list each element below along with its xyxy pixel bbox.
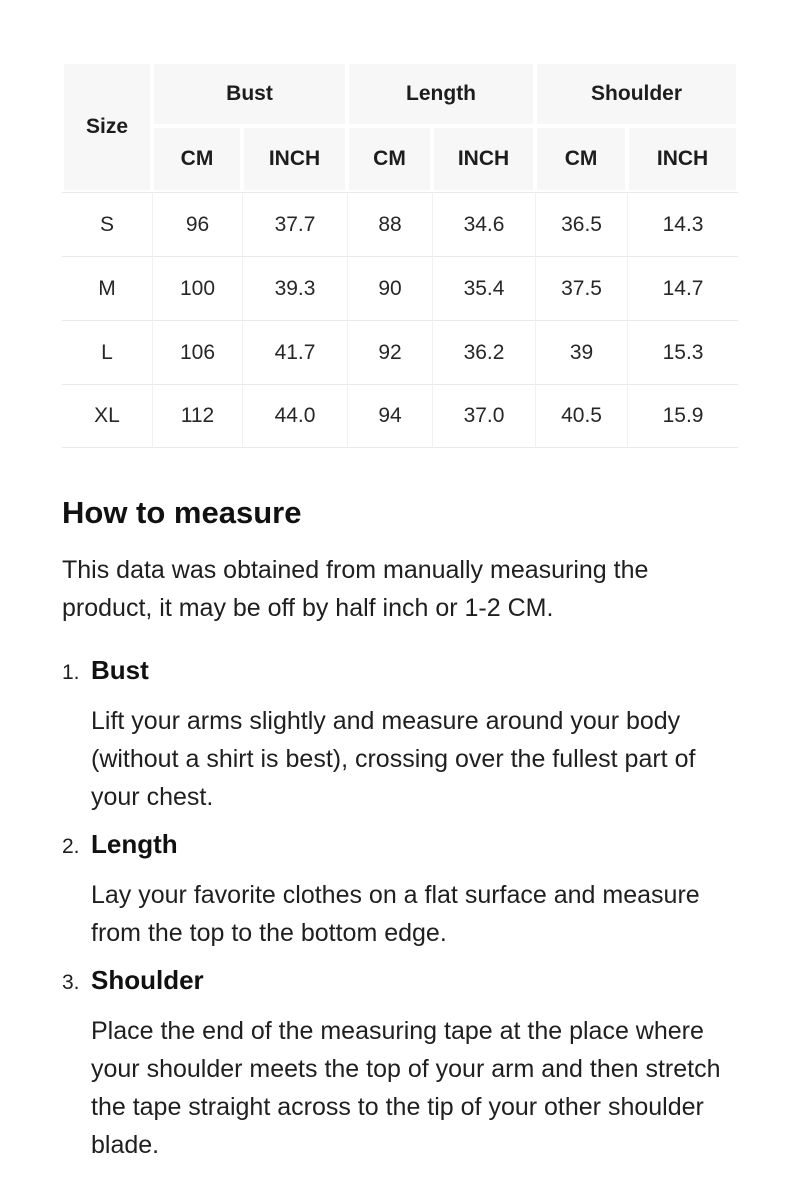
bust-cm-header: CM [152,126,242,192]
step-heading: 3. Shoulder [62,964,738,1001]
value-cell: 15.3 [627,320,739,384]
value-cell: 100 [152,256,242,320]
measure-step-shoulder: 3. Shoulder Place the end of the measurin… [62,964,738,1164]
table-unit-header-row: CM INCH CM INCH CM INCH [62,126,739,192]
size-cell: M [62,256,152,320]
table-row-xl: XL 112 44.0 94 37.0 40.5 15.9 [62,384,739,448]
how-to-measure-heading: How to measure [62,495,302,530]
size-column-header: Size [62,62,152,192]
value-cell: 36.5 [535,192,628,256]
step-title: Shoulder [91,965,204,995]
shoulder-cm-header: CM [535,126,628,192]
step-title: Bust [91,655,149,685]
step-description: Place the end of the measuring tape at t… [91,1017,721,1159]
table-row-s: S 96 37.7 88 34.6 36.5 14.3 [62,192,739,256]
value-cell: 37.0 [432,384,536,448]
value-cell: 44.0 [242,384,348,448]
value-cell: 40.5 [535,384,628,448]
value-cell: 90 [347,256,433,320]
length-group-header: Length [347,62,536,126]
bust-group-header: Bust [152,62,348,126]
value-cell: 15.9 [627,384,739,448]
measure-step-length: 2. Length Lay your favorite clothes on a … [62,828,738,952]
measure-intro-text: This data was obtained from manually mea… [62,556,649,622]
value-cell: 106 [152,320,242,384]
step-description: Lay your favorite clothes on a flat surf… [91,881,700,947]
value-cell: 112 [152,384,242,448]
step-description: Lift your arms slightly and measure arou… [91,707,696,811]
value-cell: 14.7 [627,256,739,320]
value-cell: 39 [535,320,628,384]
step-heading: 1. Bust [62,654,738,691]
shoulder-group-header: Shoulder [535,62,739,126]
size-cell: L [62,320,152,384]
measure-step-bust: 1. Bust Lift your arms slightly and measu… [62,654,738,816]
value-cell: 39.3 [242,256,348,320]
length-cm-header: CM [347,126,433,192]
value-cell: 94 [347,384,433,448]
value-cell: 35.4 [432,256,536,320]
step-title: Length [91,829,178,859]
value-cell: 88 [347,192,433,256]
value-cell: 37.5 [535,256,628,320]
step-heading: 2. Length [62,828,738,865]
value-cell: 92 [347,320,433,384]
shoulder-inch-header: INCH [627,126,739,192]
size-cell: S [62,192,152,256]
measure-steps-list: 1. Bust Lift your arms slightly and measu… [62,654,738,1164]
bust-inch-header: INCH [242,126,348,192]
value-cell: 37.7 [242,192,348,256]
value-cell: 14.3 [627,192,739,256]
value-cell: 41.7 [242,320,348,384]
value-cell: 34.6 [432,192,536,256]
step-number: 2. [62,835,80,858]
length-inch-header: INCH [432,126,536,192]
step-number: 3. [62,971,80,994]
table-row-l: L 106 41.7 92 36.2 39 15.3 [62,320,739,384]
size-chart-table: Size Bust Length Shoulder CM INCH CM INC… [62,62,739,448]
size-cell: XL [62,384,152,448]
step-number: 1. [62,661,80,684]
table-row-m: M 100 39.3 90 35.4 37.5 14.7 [62,256,739,320]
value-cell: 96 [152,192,242,256]
table-group-header-row: Size Bust Length Shoulder [62,62,739,192]
value-cell: 36.2 [432,320,536,384]
